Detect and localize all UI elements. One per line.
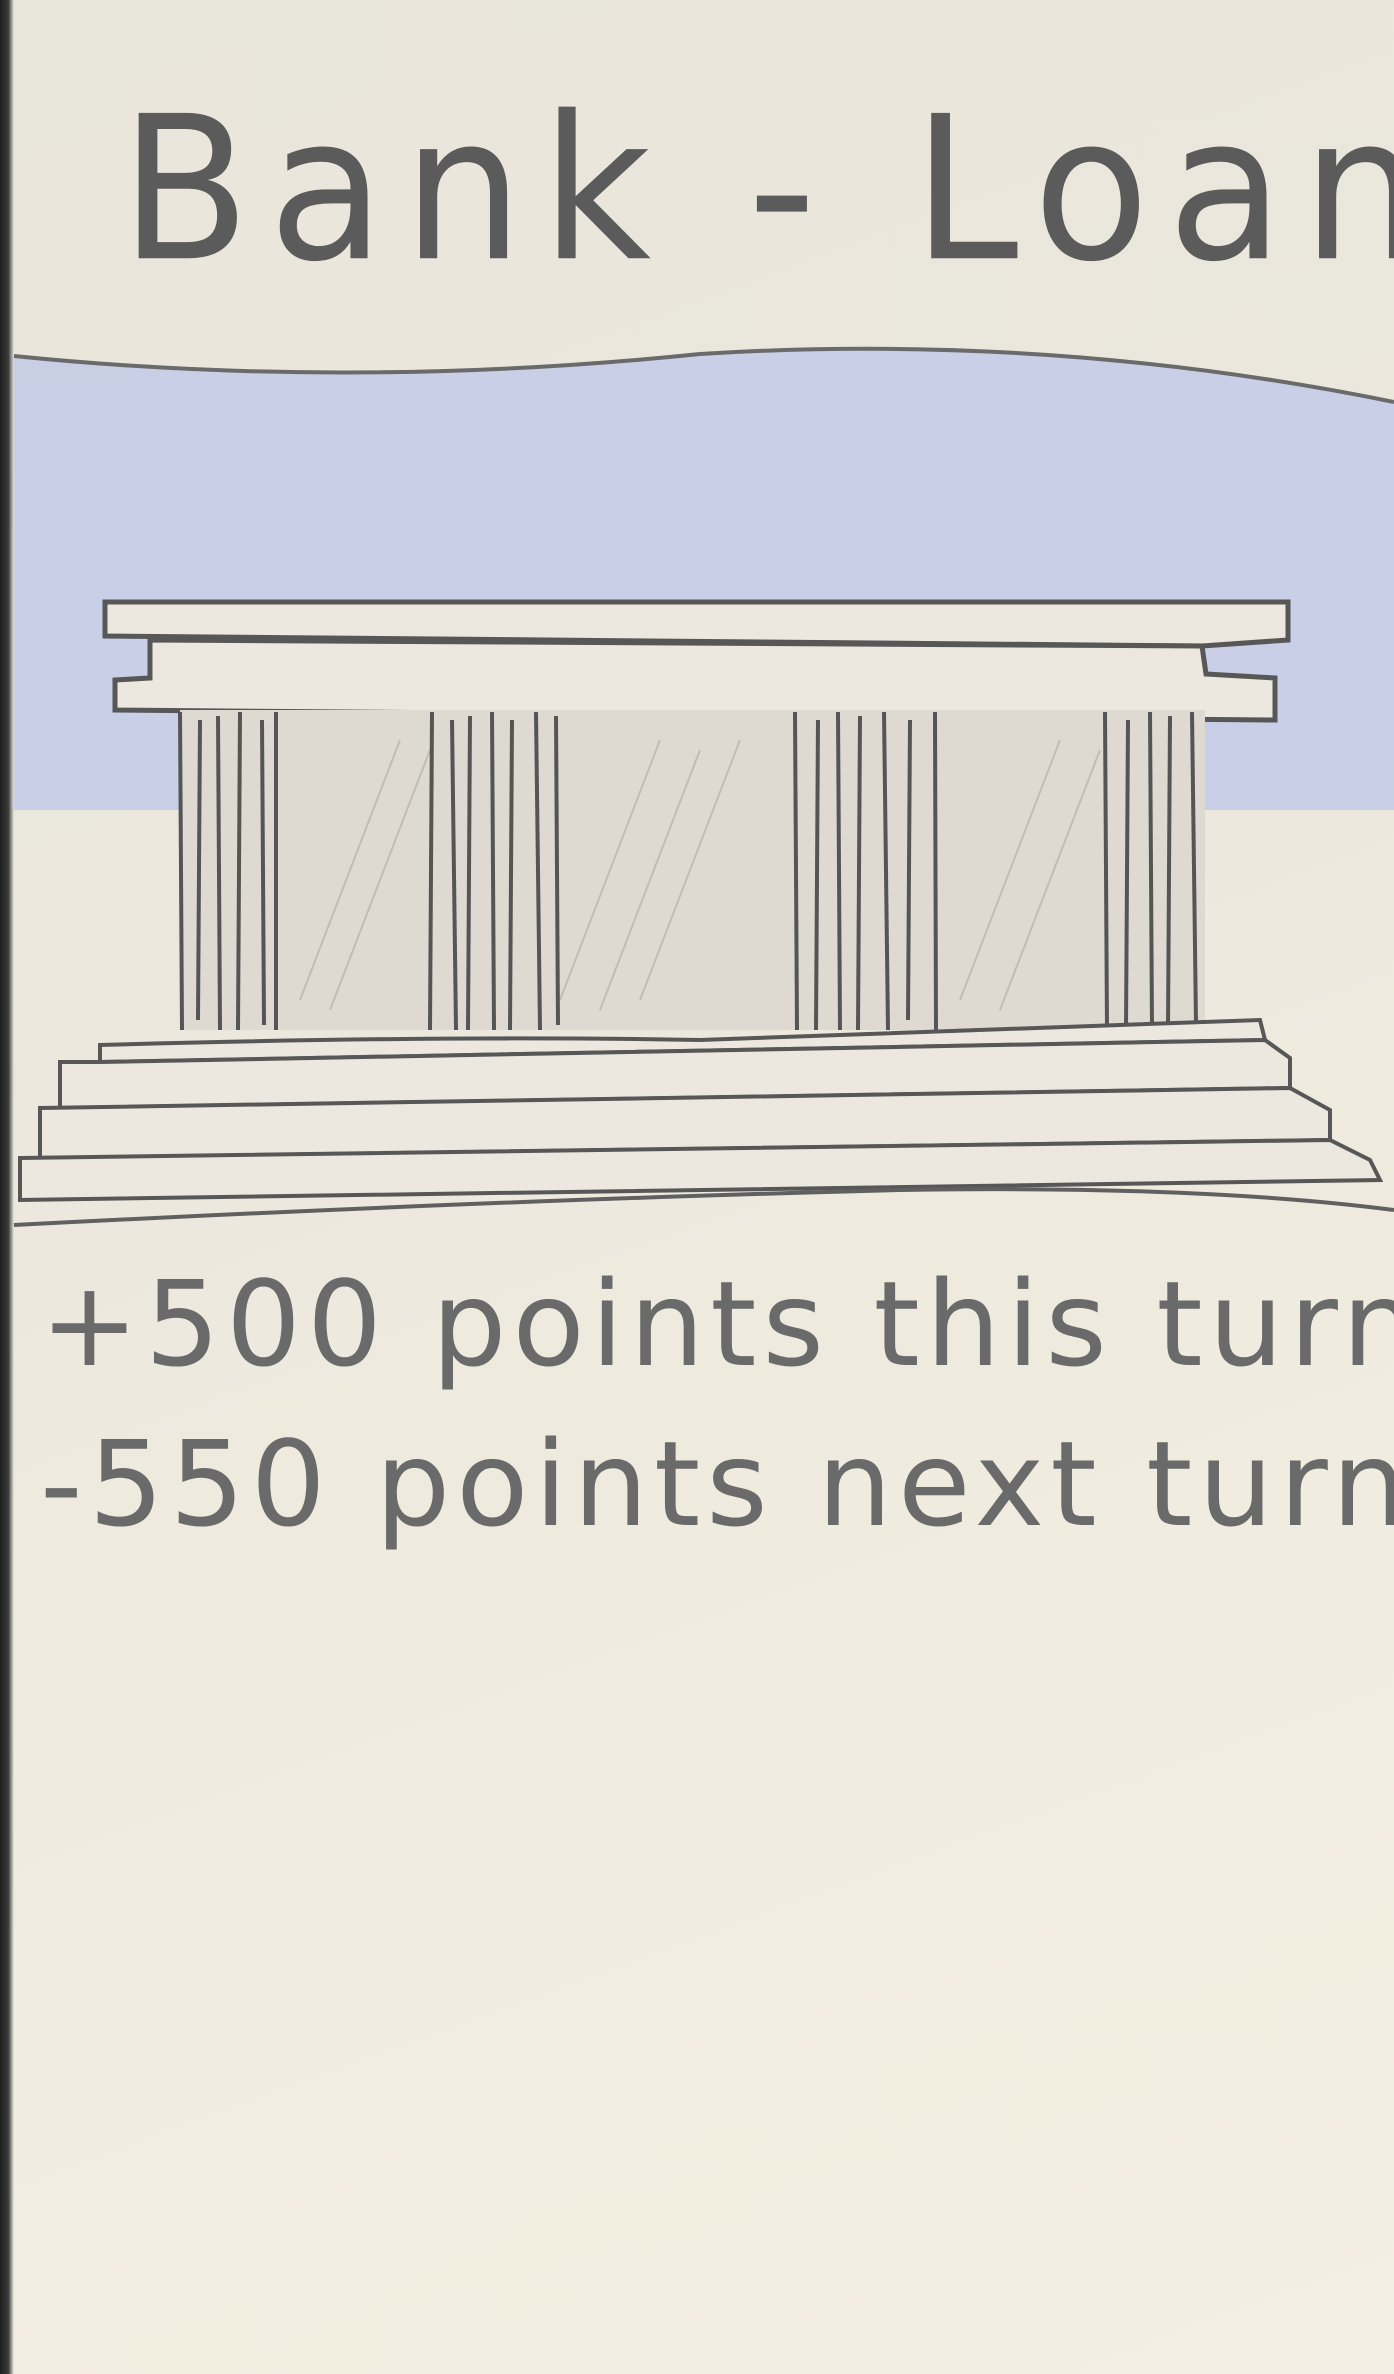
- roof-middle-slab: [115, 640, 1275, 720]
- card-title: Bank - Loan: [120, 54, 1270, 327]
- points-gain-text: +500 points this turn: [40, 1255, 1370, 1393]
- points-cost-text: -550 points next turn: [40, 1415, 1370, 1553]
- bank-building-icon: [0, 340, 1394, 1240]
- bank-wall: [180, 710, 1205, 1030]
